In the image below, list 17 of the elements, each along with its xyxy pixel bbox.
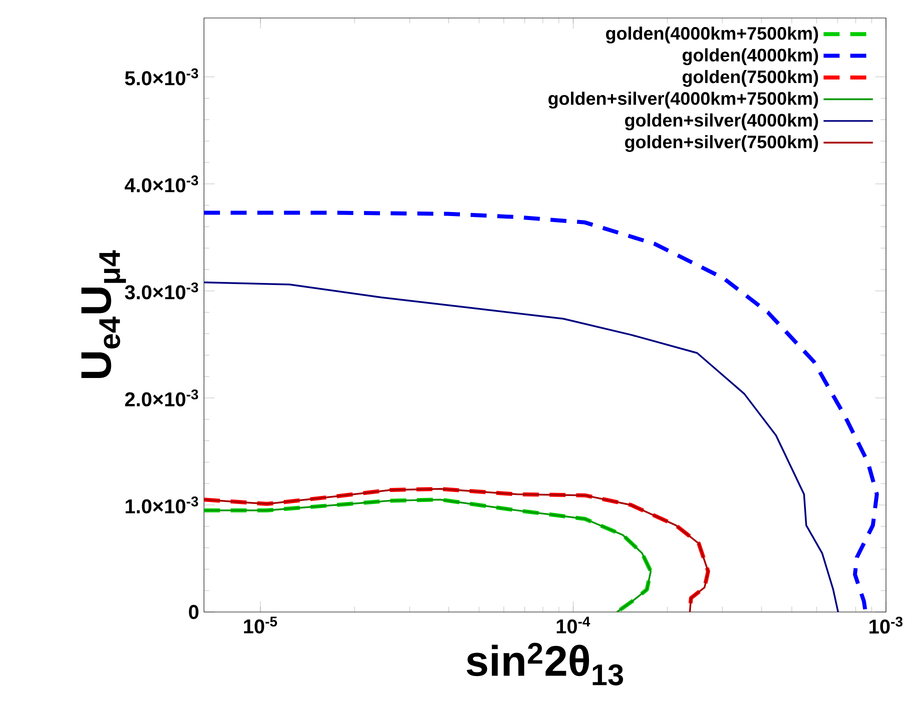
y-tick-label: 2.0×10$^{-3}$ — [125, 389, 198, 406]
y-tick-label: 0 — [188, 604, 198, 620]
legend-label: golden+silver(4000km) — [625, 113, 818, 130]
legend-label: golden+silver(4000km+7500km) — [548, 92, 818, 109]
legend-label: golden+silver(7500km) — [625, 135, 818, 152]
x-axis-title: sin$^{2}$2θ$_{13}$ — [466, 642, 624, 686]
y-tick-label: 1.0×10$^{-3}$ — [126, 496, 198, 514]
x-tick-label: 10$^{-3}$ — [870, 616, 902, 634]
y-tick-label: 5.0×10$^{-3}$ — [125, 68, 198, 86]
y-axis-title: U$_{e4}$U$_{μ4}$ — [81, 250, 126, 378]
legend-label: golden(4000km+7500km) — [606, 26, 818, 44]
x-tick-label: 10$^{-5}$ — [244, 616, 278, 634]
y-tick-label: 3.0×10$^{-3}$ — [124, 282, 198, 300]
y-tick-label: 4.0×10$^{-3}$ — [124, 175, 198, 192]
legend-label: golden(7500km) — [682, 70, 818, 87]
legend-label: golden(4000km) — [682, 48, 818, 66]
x-tick-label: 10$^{-4}$ — [556, 616, 590, 634]
